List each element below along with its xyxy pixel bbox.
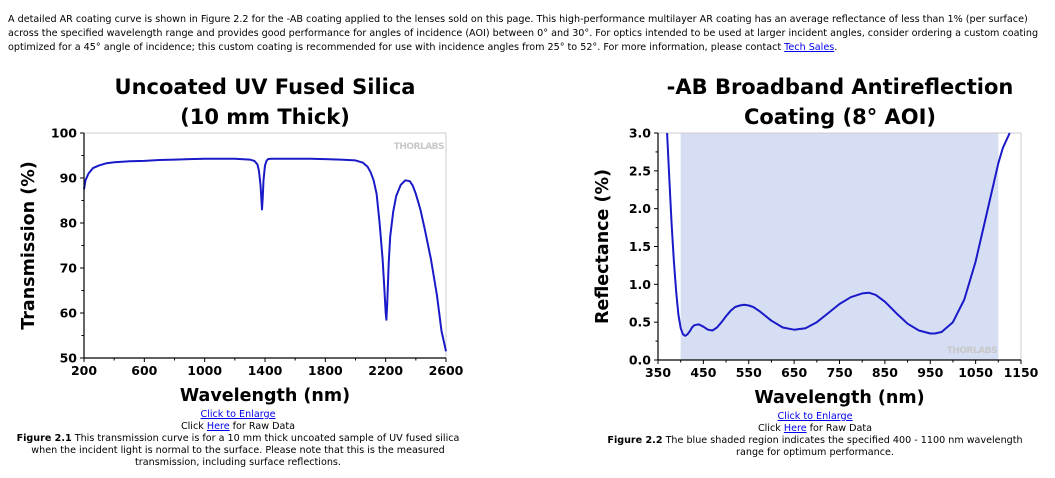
reflectance-chart[interactable]: -AB Broadband Antireflection Coating (8° … [588, 70, 1048, 415]
x-tick-label: 1150 [1004, 365, 1039, 380]
transmission-chart[interactable]: Uncoated UV Fused Silica (10 mm Thick) THO… [10, 70, 490, 410]
thorlabs-watermark: THORLABS [394, 142, 444, 152]
y-tick-label: 1.0 [629, 277, 651, 292]
chart-title-line: (10 mm Thick) [180, 105, 350, 129]
thorlabs-watermark: THORLABS [947, 346, 997, 356]
figure-2-1-raw-data-link[interactable]: Here [206, 421, 230, 432]
x-tick-label: 1000 [187, 363, 222, 378]
y-axis-label: Reflectance (%) [593, 169, 613, 324]
figure-2-2-raw-data-link[interactable]: Here [783, 423, 807, 434]
x-tick-label: 2200 [368, 363, 403, 378]
figure-2-2-caption-block: Click to Enlarge Click Here for Raw Data… [598, 411, 1032, 459]
y-axis-label: Transmission (%) [19, 161, 39, 330]
x-tick-label: 200 [71, 363, 97, 378]
y-tick-label: 2.0 [629, 201, 651, 216]
y-tick-label: 50 [60, 351, 78, 366]
figure-2-2-raw-data-line: Click Here for Raw Data [598, 423, 1032, 435]
reflectance-chart-svg: -AB Broadband Antireflection Coating (8° … [593, 75, 1039, 408]
transmission-chart-svg: Uncoated UV Fused Silica (10 mm Thick) THO… [19, 75, 464, 406]
figure-2-2-caption-text: The blue shaded region indicates the spe… [662, 435, 1023, 458]
y-tick-label: 1.5 [629, 239, 651, 254]
raw-data-suffix: for Raw Data [806, 423, 873, 434]
intro-text: A detailed AR coating curve is shown in … [8, 14, 1039, 53]
y-tick-label: 90 [60, 171, 78, 186]
raw-data-suffix: for Raw Data [229, 421, 296, 432]
x-tick-label: 2600 [429, 363, 464, 378]
x-axis-label: Wavelength (nm) [754, 388, 924, 408]
x-tick-label: 750 [826, 365, 852, 380]
y-tick-label: 3.0 [629, 126, 651, 141]
figure-2-2-enlarge-link[interactable]: Click to Enlarge [777, 411, 853, 422]
x-tick-label: 350 [645, 365, 671, 380]
x-tick-label: 950 [917, 365, 943, 380]
y-tick-label: 60 [60, 306, 78, 321]
figure-2-1-raw-data-line: Click Here for Raw Data [8, 421, 468, 433]
raw-data-prefix: Click [180, 421, 207, 432]
figure-2-1-enlarge-link[interactable]: Click to Enlarge [200, 409, 276, 420]
y-tick-label: 80 [60, 216, 78, 231]
x-tick-label: 550 [736, 365, 762, 380]
raw-data-prefix: Click [757, 423, 784, 434]
y-tick-label: 100 [51, 126, 77, 141]
figure-2-2-label: Figure 2.2 [607, 435, 663, 446]
intro-text-end: . [834, 42, 838, 53]
chart-title-line: -AB Broadband Antireflection [667, 75, 1014, 99]
figure-2-1-caption-block: Click to Enlarge Click Here for Raw Data… [8, 409, 468, 469]
tech-sales-link[interactable]: Tech Sales [784, 42, 835, 53]
x-tick-label: 600 [131, 363, 157, 378]
x-tick-label: 1050 [958, 365, 993, 380]
data-series-line [666, 132, 1011, 337]
x-axis-label: Wavelength (nm) [180, 386, 350, 406]
x-tick-label: 1400 [248, 363, 283, 378]
figure-2-1-caption: Figure 2.1 This transmission curve is fo… [8, 433, 468, 469]
intro-paragraph: A detailed AR coating curve is shown in … [8, 13, 1048, 55]
x-tick-label: 1800 [308, 363, 343, 378]
figure-2-1-label: Figure 2.1 [16, 433, 72, 444]
y-tick-label: 2.5 [629, 163, 651, 178]
x-tick-label: 450 [690, 365, 716, 380]
data-series-line [83, 157, 447, 352]
y-tick-label: 0.5 [629, 315, 651, 330]
spec-range-shading [680, 133, 999, 360]
x-tick-label: 650 [781, 365, 807, 380]
chart-title-line: Coating (8° AOI) [744, 105, 936, 129]
y-tick-label: 0.0 [629, 353, 651, 368]
y-tick-label: 70 [60, 261, 78, 276]
figure-2-1-caption-text: This transmission curve is for a 10 mm t… [31, 433, 460, 468]
x-tick-label: 850 [872, 365, 898, 380]
figure-2-2-caption: Figure 2.2 The blue shaded region indica… [598, 435, 1032, 459]
chart-title-line: Uncoated UV Fused Silica [115, 75, 416, 99]
